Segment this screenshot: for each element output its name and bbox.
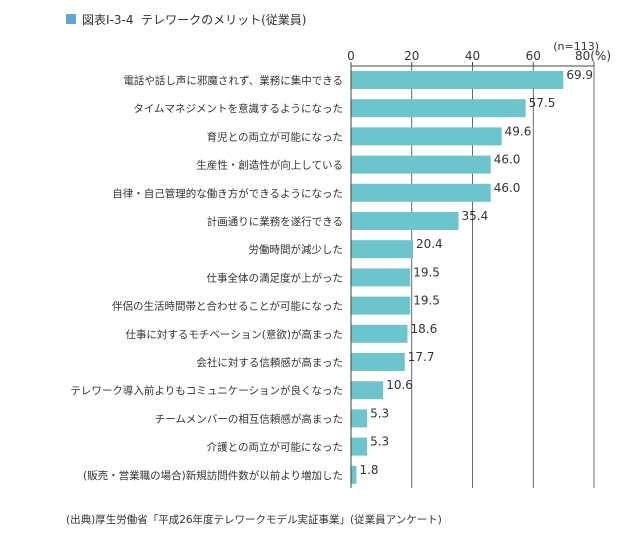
figure-square-icon bbox=[66, 14, 76, 24]
category-label: 電話や話し声に邪魔されず、業務に集中できる bbox=[123, 74, 343, 87]
bar bbox=[351, 240, 413, 259]
bar bbox=[351, 71, 564, 89]
x-tick-label: 80(%) bbox=[575, 49, 611, 63]
bar-value-label: 57.5 bbox=[529, 96, 556, 110]
category-label: タイムマネジメントを意識するようになった bbox=[133, 102, 343, 115]
bar bbox=[351, 353, 405, 371]
x-tick-label: 0 bbox=[347, 49, 355, 63]
category-label: 計画通りに業務を遂行できる bbox=[207, 215, 343, 228]
category-label: 会社に対する信頼感が高まった bbox=[196, 356, 343, 369]
category-label: 仕事全体の満足度が上がった bbox=[207, 271, 344, 284]
x-tick-label: 40 bbox=[465, 49, 480, 63]
bar-value-label: 19.5 bbox=[413, 265, 440, 279]
category-label: (販売・営業職の場合)新規訪問件数が以前より増加した bbox=[83, 469, 343, 482]
category-label: 伴侶の生活時間帯と合わせることが可能になった bbox=[112, 300, 343, 313]
figure-title-text: テレワークのメリット(従業員) bbox=[141, 12, 307, 27]
category-label: 自律・自己管理的な働き方ができるようになった bbox=[112, 187, 343, 200]
bar bbox=[351, 296, 411, 315]
bar bbox=[351, 437, 368, 456]
category-label: 介護との両立が可能になった bbox=[207, 441, 343, 454]
bar-value-label: 5.3 bbox=[370, 435, 389, 449]
source-note: (出典)厚生労働省「平成26年度テレワークモデル実証事業」(従業員アンケート) bbox=[66, 514, 442, 526]
bar bbox=[351, 99, 526, 118]
category-label: 仕事に対するモチベーション(意欲)が高まった bbox=[125, 328, 343, 341]
category-label: 生産性・創造性が向上している bbox=[196, 159, 343, 172]
bar bbox=[351, 183, 491, 202]
figure-title: 図表Ⅰ-3-4 テレワークのメリット(従業員) bbox=[82, 11, 307, 28]
bar-value-label: 49.6 bbox=[505, 124, 532, 138]
bar-value-label: 5.3 bbox=[370, 406, 389, 420]
x-tick-label: 20 bbox=[404, 49, 419, 63]
category-label: チームメンバーの相互信頼感が高まった bbox=[155, 412, 343, 425]
bar-value-label: 17.7 bbox=[408, 350, 435, 364]
bar-value-label: 46.0 bbox=[494, 181, 521, 195]
bar bbox=[351, 381, 384, 400]
bar bbox=[351, 212, 459, 230]
bar bbox=[351, 127, 502, 146]
category-label: テレワーク導入前よりもコミュニケーションが良くなった bbox=[70, 384, 343, 397]
bar bbox=[351, 409, 368, 428]
bar-value-label: 18.6 bbox=[410, 322, 437, 336]
bar bbox=[351, 268, 411, 287]
bar-value-label: 69.9 bbox=[566, 68, 593, 82]
bar-value-label: 35.4 bbox=[462, 209, 489, 223]
bar bbox=[351, 324, 408, 343]
bar-value-label: 20.4 bbox=[416, 237, 443, 251]
category-label: 労働時間が減少した bbox=[249, 243, 344, 256]
bar-value-label: 19.5 bbox=[413, 294, 440, 308]
bar-value-label: 46.0 bbox=[494, 153, 521, 167]
sample-size-note: (n=113) bbox=[553, 40, 599, 53]
figure-header: 図表Ⅰ-3-4 テレワークのメリット(従業員) bbox=[66, 10, 307, 28]
figure-number: 図表Ⅰ-3-4 bbox=[82, 12, 134, 27]
bar bbox=[351, 155, 491, 174]
bar bbox=[351, 465, 357, 484]
bar-value-label: 1.8 bbox=[359, 463, 378, 477]
bar-value-label: 10.6 bbox=[386, 378, 413, 392]
x-tick-label: 60 bbox=[526, 49, 541, 63]
category-label: 育児との両立が可能になった bbox=[207, 130, 343, 143]
